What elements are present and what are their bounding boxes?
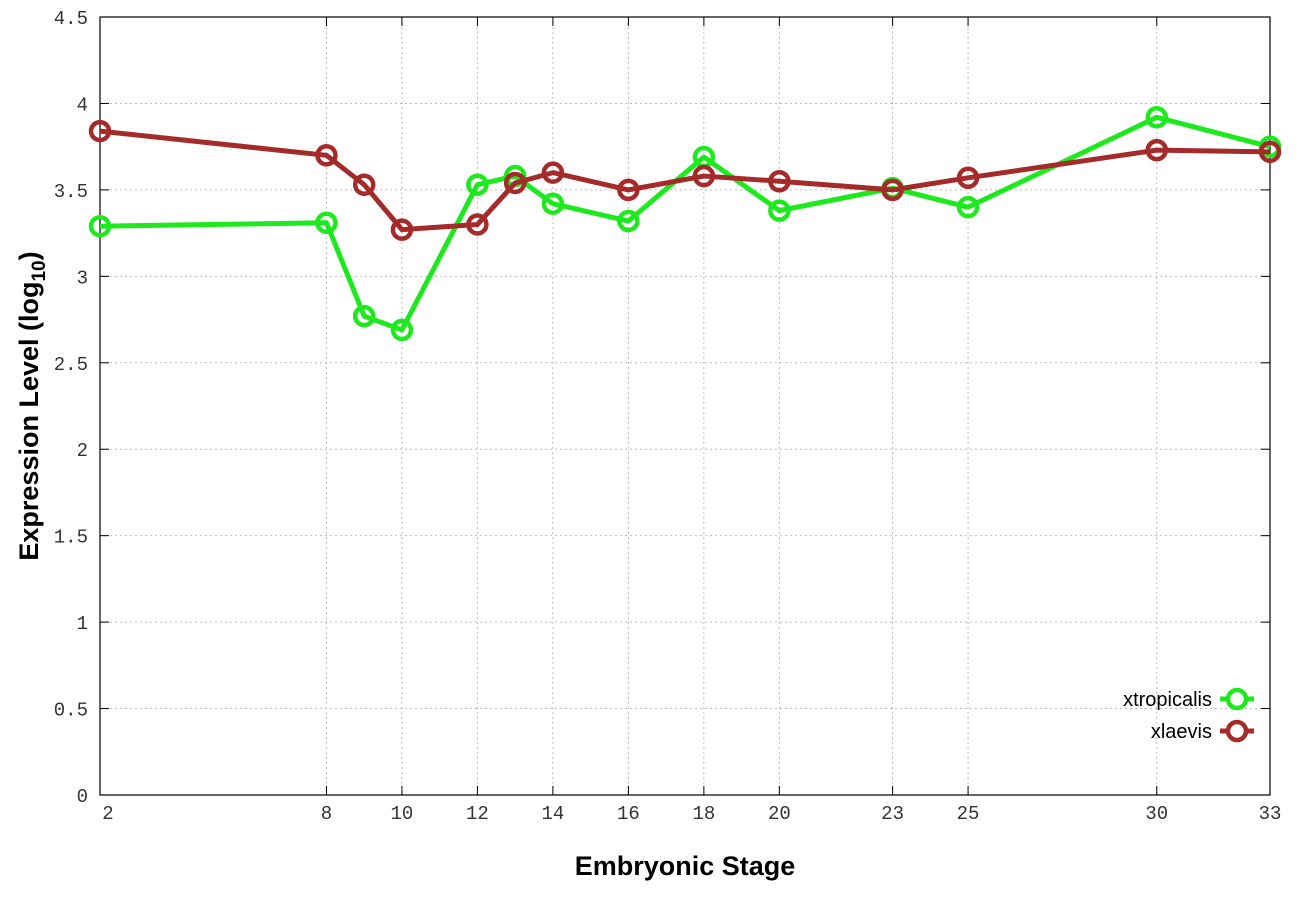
x-tick-label: 33 xyxy=(1259,803,1282,825)
legend-marker xyxy=(1225,719,1249,743)
x-tick-label: 2 xyxy=(102,803,113,825)
x-tick-label: 16 xyxy=(617,803,640,825)
grid xyxy=(100,17,1270,795)
y-tick-label: 1.5 xyxy=(54,527,88,549)
data-point xyxy=(390,318,414,342)
series-line xyxy=(99,114,1271,333)
data-point xyxy=(315,211,338,234)
data-point xyxy=(617,209,640,233)
y-tick-label: 0 xyxy=(77,786,88,808)
legend: xtropicalis xlaevis xyxy=(1123,687,1254,743)
data-point xyxy=(390,218,414,241)
y-tick-label: 2.5 xyxy=(54,354,88,376)
ticks: 0 0.5 1 1.5 2 2.5 3 3.5 4 4.5 2 8 10 12 14 16 18 20 23 25 30… xyxy=(54,8,1282,825)
y-tick-label: 4 xyxy=(77,94,88,116)
data-point xyxy=(692,164,716,188)
data-point xyxy=(315,144,338,167)
x-axis-label: Embryonic Stage xyxy=(575,851,796,881)
x-tick-label: 10 xyxy=(391,803,414,825)
data-point xyxy=(503,171,527,195)
series-xlaevis xyxy=(88,119,1282,241)
data-point xyxy=(768,169,791,193)
y-tick-label: 0.5 xyxy=(54,700,88,722)
data-point xyxy=(466,173,489,196)
plot-frame xyxy=(99,16,1271,796)
data-point xyxy=(768,199,791,222)
legend-label: xlaevis xyxy=(1151,721,1212,743)
data-point xyxy=(881,178,904,202)
x-tick-label: 18 xyxy=(692,803,715,825)
x-tick-label: 23 xyxy=(881,803,904,825)
x-tick-label: 8 xyxy=(321,803,332,825)
y-tick-label: 1 xyxy=(77,613,88,635)
data-point xyxy=(956,166,980,190)
x-tick-label: 25 xyxy=(957,803,980,825)
data-point xyxy=(352,304,376,328)
data-point xyxy=(956,195,980,219)
x-tick-label: 30 xyxy=(1145,803,1168,825)
data-point xyxy=(1145,106,1169,129)
y-axis-label-subscript: 10 xyxy=(29,260,50,281)
y-tick-label: 3.5 xyxy=(54,181,88,203)
data-point xyxy=(352,173,376,196)
x-tick-label: 14 xyxy=(541,803,564,825)
y-tick-label: 4.5 xyxy=(54,8,88,30)
data-point xyxy=(88,119,112,143)
data-point xyxy=(541,161,565,184)
data-point xyxy=(617,178,640,202)
y-tick-label: 2 xyxy=(77,440,88,462)
legend-marker xyxy=(1225,687,1249,711)
series-xtropicalis xyxy=(88,106,1282,342)
x-tick-label: 20 xyxy=(768,803,791,825)
data-point xyxy=(466,213,489,236)
y-axis-label: Expression Level (log10) xyxy=(14,251,50,560)
data-point xyxy=(541,192,565,215)
x-tick-label: 12 xyxy=(466,803,489,825)
data-point xyxy=(1145,138,1169,162)
data-point xyxy=(1258,140,1282,164)
data-point xyxy=(88,214,112,238)
y-tick-label: 3 xyxy=(77,267,88,289)
legend-label: xtropicalis xyxy=(1123,689,1212,711)
series-layer xyxy=(88,106,1282,342)
